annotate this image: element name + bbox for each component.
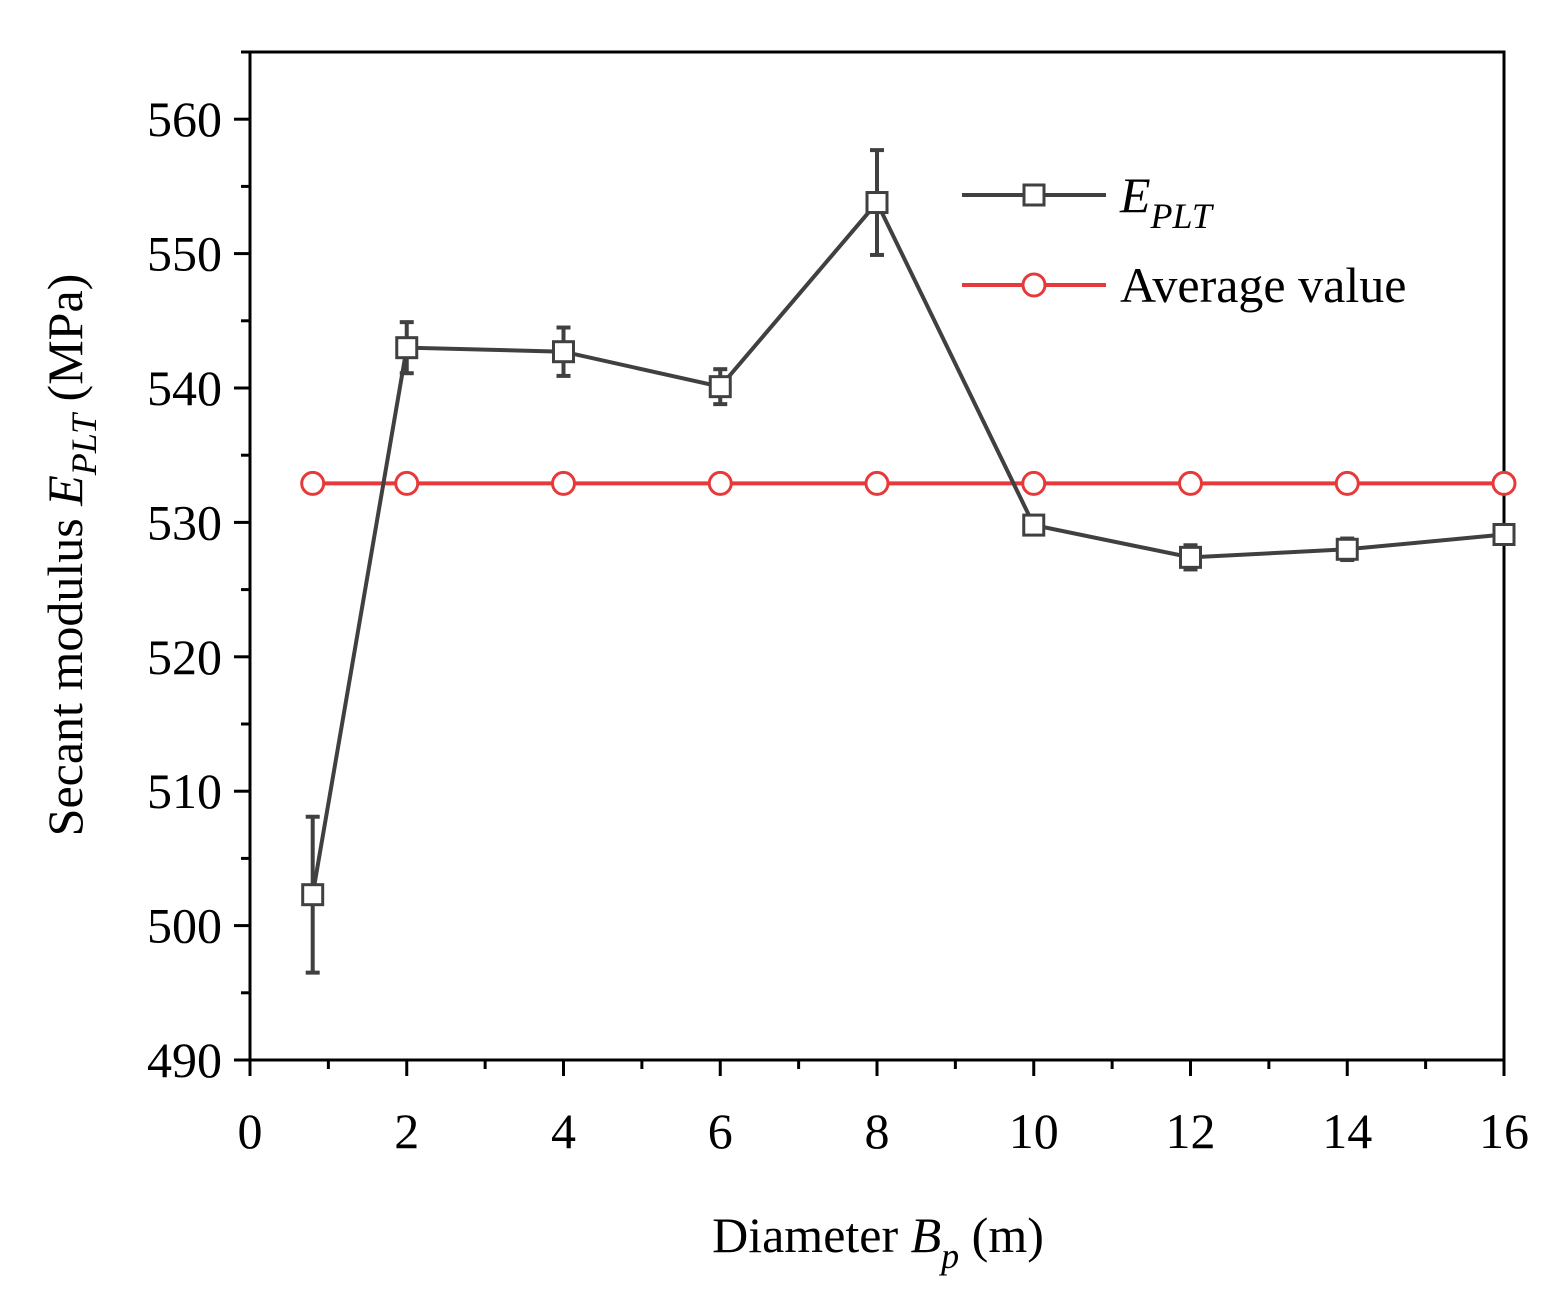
legend-marker	[1021, 272, 1047, 298]
x-tick-label: 6	[708, 1103, 733, 1159]
y-axis-title: Secant modulus EPLT (MPa)	[37, 274, 104, 837]
data-point	[1178, 470, 1203, 496]
series-layer	[300, 148, 1517, 975]
x-tick-label: 2	[394, 1103, 419, 1159]
x-tick-label: 10	[1009, 1103, 1059, 1159]
y-tick-label: 530	[147, 494, 222, 550]
data-point	[551, 470, 576, 496]
legend-item: EPLT	[962, 167, 1215, 236]
series-eplt	[301, 148, 1516, 975]
x-tick-label: 8	[865, 1103, 890, 1159]
y-tick-label: 540	[147, 360, 222, 416]
y-tick-label: 500	[147, 898, 222, 954]
legend: EPLT Average value	[962, 167, 1406, 313]
data-point	[1022, 513, 1046, 537]
x-tick-label: 14	[1322, 1103, 1372, 1159]
legend-label: Average value	[1120, 257, 1406, 313]
data-point	[301, 883, 325, 907]
legend-label: EPLT	[1119, 167, 1215, 236]
x-tick-label: 4	[551, 1103, 576, 1159]
data-point	[395, 336, 419, 360]
data-point	[1492, 522, 1516, 546]
data-point	[394, 470, 420, 496]
x-axis: 0 2 4 6 8 10 12 14 16	[238, 1060, 1529, 1159]
x-tick-label: 12	[1166, 1103, 1216, 1159]
y-tick-label: 520	[147, 629, 222, 685]
x-tick-label: 0	[238, 1103, 263, 1159]
data-point	[1179, 545, 1202, 569]
x-axis-title: Diameter Bp (m)	[712, 1207, 1044, 1276]
x-tick-label: 16	[1479, 1103, 1529, 1159]
data-point	[552, 340, 575, 364]
legend-item: Average value	[962, 257, 1406, 313]
y-axis: 490 500 510 520 530 540 550 560	[147, 50, 250, 1088]
data-point	[1491, 470, 1517, 496]
data-point	[708, 375, 732, 399]
y-tick-label: 490	[147, 1032, 222, 1088]
data-point	[707, 470, 733, 496]
y-tick-label: 550	[147, 226, 222, 282]
data-point	[1334, 470, 1360, 496]
data-point	[865, 191, 889, 215]
data-point	[864, 470, 890, 496]
series-average	[300, 470, 1517, 496]
y-tick-label: 510	[147, 763, 222, 819]
data-point	[1335, 537, 1359, 561]
data-point	[300, 470, 326, 496]
legend-marker	[1022, 183, 1046, 207]
data-point	[1021, 470, 1047, 496]
y-tick-label: 560	[147, 91, 222, 147]
